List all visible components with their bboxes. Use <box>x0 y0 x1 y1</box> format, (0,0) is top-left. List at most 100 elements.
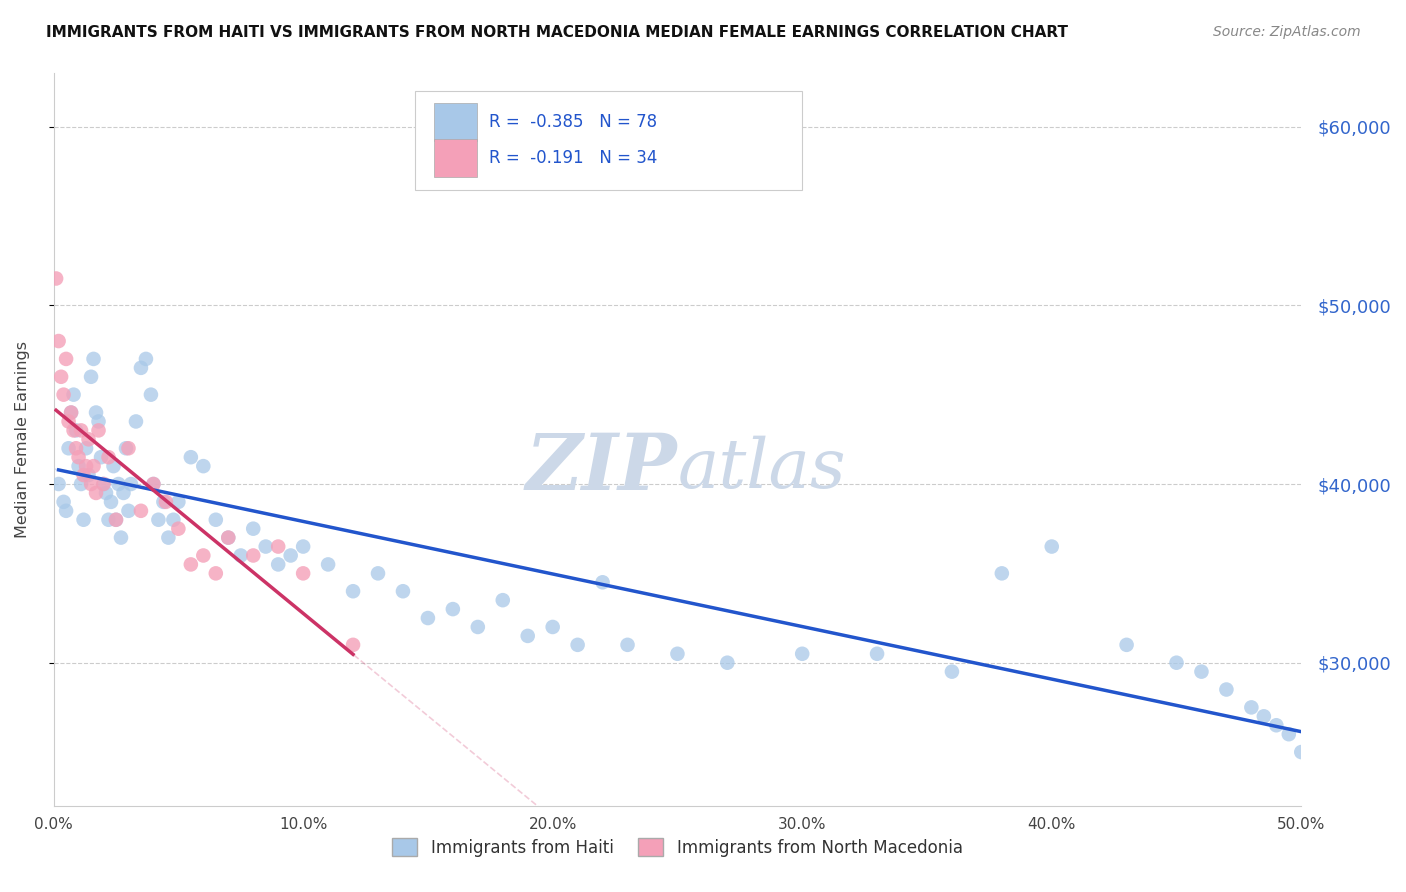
Point <box>60 405 83 419</box>
Point <box>217 531 239 545</box>
Point <box>267 540 290 554</box>
Point <box>62 424 84 438</box>
Point <box>180 558 202 572</box>
Point <box>104 513 127 527</box>
Point <box>280 549 302 563</box>
Point <box>342 584 364 599</box>
Point <box>67 450 90 465</box>
Point <box>1265 718 1288 732</box>
Point <box>93 477 115 491</box>
Point <box>1278 727 1301 741</box>
Text: Source: ZipAtlas.com: Source: ZipAtlas.com <box>1213 25 1361 39</box>
Point <box>592 575 614 590</box>
Point <box>93 477 115 491</box>
Point <box>1240 700 1263 714</box>
Point <box>193 459 215 474</box>
Point <box>267 558 290 572</box>
Point <box>242 522 264 536</box>
Point <box>1253 709 1275 723</box>
Point <box>62 387 84 401</box>
Point <box>75 442 97 456</box>
Point <box>55 504 77 518</box>
Point <box>67 459 90 474</box>
Point <box>48 477 70 491</box>
Point <box>666 647 689 661</box>
Point <box>441 602 464 616</box>
Point <box>148 513 170 527</box>
Point <box>792 647 814 661</box>
Point <box>97 450 120 465</box>
Point <box>55 351 77 366</box>
Point <box>541 620 564 634</box>
Point <box>117 504 139 518</box>
Point <box>135 351 157 366</box>
Point <box>72 513 94 527</box>
Point <box>467 620 489 634</box>
Point <box>58 414 80 428</box>
Y-axis label: Median Female Earnings: Median Female Earnings <box>15 341 30 538</box>
Point <box>52 387 75 401</box>
Point <box>217 531 239 545</box>
Point <box>567 638 589 652</box>
Point <box>1191 665 1213 679</box>
Point <box>112 486 135 500</box>
Point <box>167 495 190 509</box>
Text: atlas: atlas <box>678 435 846 502</box>
Point <box>142 477 165 491</box>
Point <box>97 513 120 527</box>
Point <box>100 495 122 509</box>
Point <box>316 558 339 572</box>
Point <box>48 334 70 348</box>
Point <box>107 477 129 491</box>
Point <box>162 513 184 527</box>
Point <box>49 369 72 384</box>
Point <box>616 638 638 652</box>
Point <box>1215 682 1237 697</box>
FancyBboxPatch shape <box>434 139 477 177</box>
Point <box>367 566 389 581</box>
Point <box>254 540 277 554</box>
Point <box>80 369 103 384</box>
FancyBboxPatch shape <box>415 91 803 190</box>
Point <box>204 566 226 581</box>
Point <box>1166 656 1188 670</box>
Point <box>84 486 107 500</box>
Point <box>866 647 889 661</box>
Text: R =  -0.385   N = 78: R = -0.385 N = 78 <box>489 113 657 131</box>
Point <box>242 549 264 563</box>
Point <box>110 531 132 545</box>
Point <box>1115 638 1137 652</box>
Point <box>157 531 180 545</box>
Point <box>87 424 110 438</box>
Point <box>152 495 174 509</box>
FancyBboxPatch shape <box>434 103 477 141</box>
Point <box>45 271 67 285</box>
Point <box>103 459 125 474</box>
Point <box>139 387 162 401</box>
Point <box>193 549 215 563</box>
Point <box>129 504 152 518</box>
Point <box>716 656 738 670</box>
Text: R =  -0.191   N = 34: R = -0.191 N = 34 <box>489 149 658 167</box>
Point <box>292 566 315 581</box>
Point <box>65 424 87 438</box>
Point <box>125 414 148 428</box>
Point <box>94 486 117 500</box>
Point <box>84 405 107 419</box>
Point <box>52 495 75 509</box>
Point <box>1040 540 1063 554</box>
Point <box>342 638 364 652</box>
Point <box>204 513 226 527</box>
Point <box>941 665 963 679</box>
Point <box>1291 745 1313 759</box>
Point <box>292 540 315 554</box>
Point <box>115 442 138 456</box>
Point <box>83 351 105 366</box>
Point <box>104 513 127 527</box>
Point <box>72 468 94 483</box>
Point <box>60 405 83 419</box>
Point <box>70 424 93 438</box>
Text: ZIP: ZIP <box>526 430 678 507</box>
Point <box>129 360 152 375</box>
Point <box>516 629 538 643</box>
